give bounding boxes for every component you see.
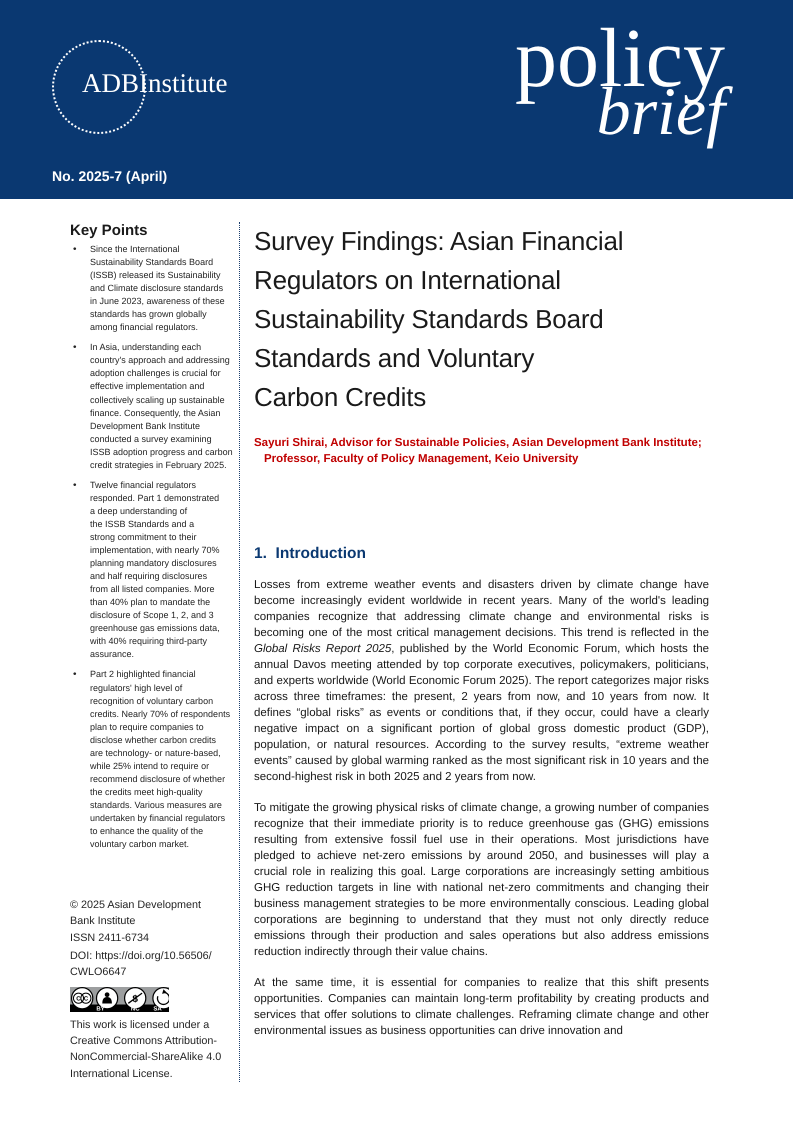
svg-text:C: C <box>76 995 80 1002</box>
svg-text:BY: BY <box>96 1005 104 1012</box>
svg-text:C: C <box>84 995 88 1002</box>
svg-text:SA: SA <box>153 1005 161 1012</box>
svg-text:NC: NC <box>131 1005 140 1012</box>
